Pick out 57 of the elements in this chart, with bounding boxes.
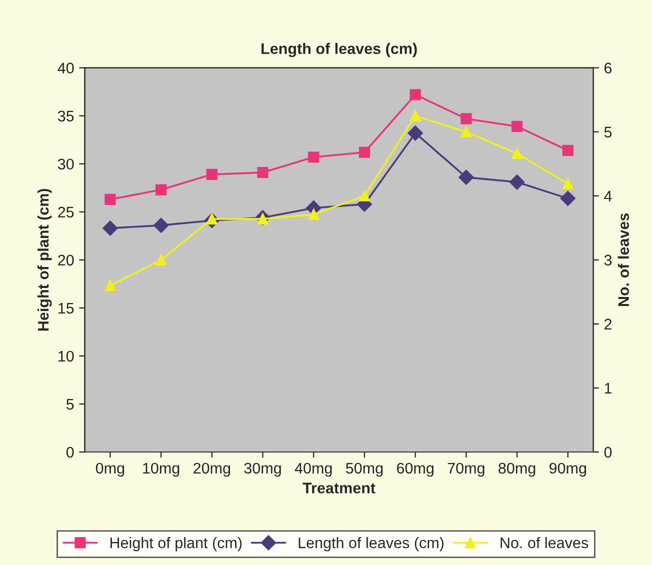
point <box>458 170 474 185</box>
y2-tick-label: 4 <box>604 190 612 202</box>
legend-label: Height of plant (cm) <box>110 537 242 552</box>
point <box>560 190 576 206</box>
point <box>511 148 523 160</box>
y2-tick-label: 2 <box>604 318 612 330</box>
point <box>155 254 167 266</box>
point <box>410 110 421 122</box>
x-tick-label: 60mg <box>396 462 434 477</box>
x-tick-label: 80mg <box>498 462 536 477</box>
x-tick-label: 90mg <box>550 462 586 477</box>
x-tick-label: 50mg <box>346 462 383 477</box>
x-tick-label: 20mg <box>194 462 230 477</box>
point <box>102 220 118 236</box>
y2-tick-label: 6 <box>604 62 612 74</box>
point <box>562 144 574 156</box>
point <box>104 194 116 205</box>
y-tick-label: 5 <box>66 399 74 410</box>
point <box>410 89 421 100</box>
y-tick-label: 15 <box>58 302 74 314</box>
point <box>153 218 169 233</box>
point <box>308 208 320 220</box>
legend-label: No. of leaves <box>500 537 588 548</box>
point <box>460 126 472 138</box>
point <box>104 280 116 292</box>
point <box>308 152 320 163</box>
y-tick-label: 20 <box>58 254 74 266</box>
point <box>206 168 218 180</box>
y-tick-label: 0 <box>66 446 74 458</box>
point <box>509 174 525 190</box>
point <box>358 190 370 202</box>
point <box>358 146 370 158</box>
point <box>562 178 574 190</box>
y2-tick-label: 3 <box>604 254 612 266</box>
point <box>460 113 472 124</box>
y-tick-label: 40 <box>58 62 74 74</box>
x-tick-label: 30mg <box>244 462 281 477</box>
point <box>408 126 423 141</box>
point <box>511 120 523 132</box>
legend-label: Length of leaves (cm) <box>298 537 444 552</box>
y2-tick-label: 0 <box>604 446 612 458</box>
x-tick-label: 10mg <box>143 462 180 477</box>
x-tick-label: 40mg <box>294 462 332 477</box>
point <box>155 184 167 196</box>
x-axis-title: Treatment <box>302 482 376 494</box>
y-tick-label: 10 <box>58 350 74 362</box>
y-tick-label: 35 <box>58 110 74 122</box>
x-tick-label: 0mg <box>96 462 124 477</box>
y2-tick-label: 1 <box>604 382 612 394</box>
y-tick-label: 30 <box>58 158 74 170</box>
point <box>257 166 268 178</box>
x-tick-label: 70mg <box>448 462 484 477</box>
y-tick-label: 25 <box>58 206 74 218</box>
y-axis-title: Height of plant (cm) <box>37 188 52 331</box>
y2-axis-title: No. of leaves <box>618 213 630 306</box>
chart-title: Length of leaves (cm) <box>262 42 417 58</box>
y2-tick-label: 5 <box>604 126 612 138</box>
